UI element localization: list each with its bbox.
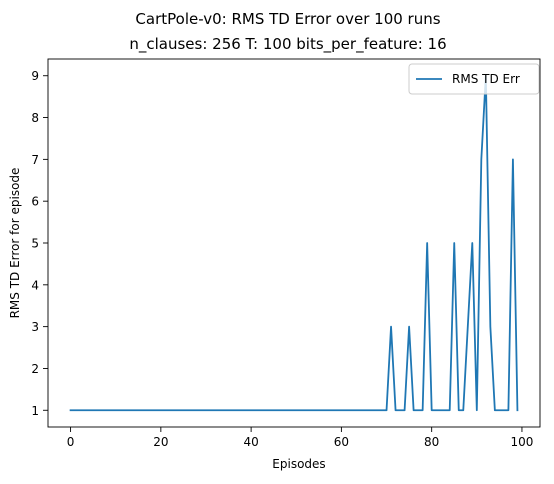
x-axis-label: Episodes xyxy=(272,457,325,471)
y-tick-label-2: 2 xyxy=(31,362,39,376)
chart-title: n_clauses: 256 T: 100 bits_per_feature: … xyxy=(129,35,446,54)
series-line-0 xyxy=(69,74,519,412)
axes-frame xyxy=(47,58,541,428)
y-tick-label-3: 3 xyxy=(31,320,39,334)
plot-area: 0 20 40 60 80 100 1 2 3 4 5 6 7 8 9 xyxy=(31,58,541,449)
x-tick-label-20: 20 xyxy=(153,435,168,449)
y-tick-label-8: 8 xyxy=(31,111,39,125)
x-tick-label-80: 80 xyxy=(424,435,439,449)
y-tick-label-7: 7 xyxy=(31,153,39,167)
x-tick-label-60: 60 xyxy=(334,435,349,449)
y-tick-label-4: 4 xyxy=(31,278,39,292)
legend: RMS TD Err xyxy=(408,63,540,95)
y-tick-label-6: 6 xyxy=(31,195,39,209)
y-axis-label: RMS TD Error for episode xyxy=(8,168,22,319)
x-tick-label-100: 100 xyxy=(510,435,533,449)
x-tick-label-0: 0 xyxy=(67,435,75,449)
y-tick-label-9: 9 xyxy=(31,69,39,83)
y-tick-label-1: 1 xyxy=(31,404,39,418)
chart-suptitle: CartPole-v0: RMS TD Error over 100 runs xyxy=(135,10,440,28)
x-tick-label-40: 40 xyxy=(243,435,258,449)
legend-label: RMS TD Err xyxy=(452,72,520,86)
y-tick-label-5: 5 xyxy=(31,237,39,251)
legend-frame xyxy=(408,63,540,95)
